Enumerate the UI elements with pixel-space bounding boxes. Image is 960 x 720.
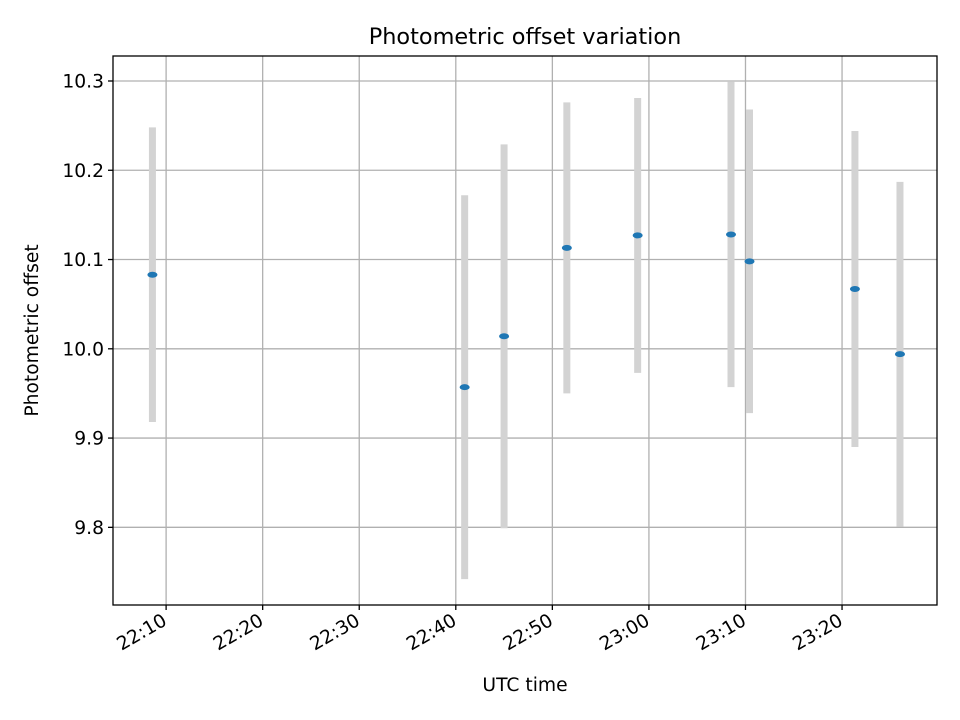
- y-tick-label: 10.0: [62, 339, 104, 360]
- data-point: [894, 351, 905, 358]
- y-axis-title: Photometric offset: [22, 244, 43, 416]
- data-point: [147, 271, 158, 278]
- y-axis-ticks: 9.8 9.9 10.0 10.1 10.2 10.3: [62, 71, 113, 539]
- data-point: [726, 231, 736, 238]
- data-point: [561, 244, 572, 251]
- y-tick-label: 9.8: [74, 518, 104, 539]
- data-points: [147, 231, 905, 391]
- data-point: [744, 258, 755, 265]
- chart-title: Photometric offset variation: [369, 24, 682, 50]
- y-tick-label: 9.9: [74, 429, 104, 450]
- data-point: [632, 232, 643, 239]
- plot-frame: [112, 55, 938, 606]
- y-tick-label: 10.1: [62, 250, 104, 271]
- x-axis-title: UTC time: [482, 675, 567, 696]
- y-tick-label: 10.3: [62, 71, 104, 92]
- data-point: [499, 333, 510, 340]
- y-tick-label: 10.2: [62, 161, 104, 182]
- data-point: [459, 384, 470, 391]
- grid: [113, 56, 937, 605]
- data-point: [849, 285, 860, 292]
